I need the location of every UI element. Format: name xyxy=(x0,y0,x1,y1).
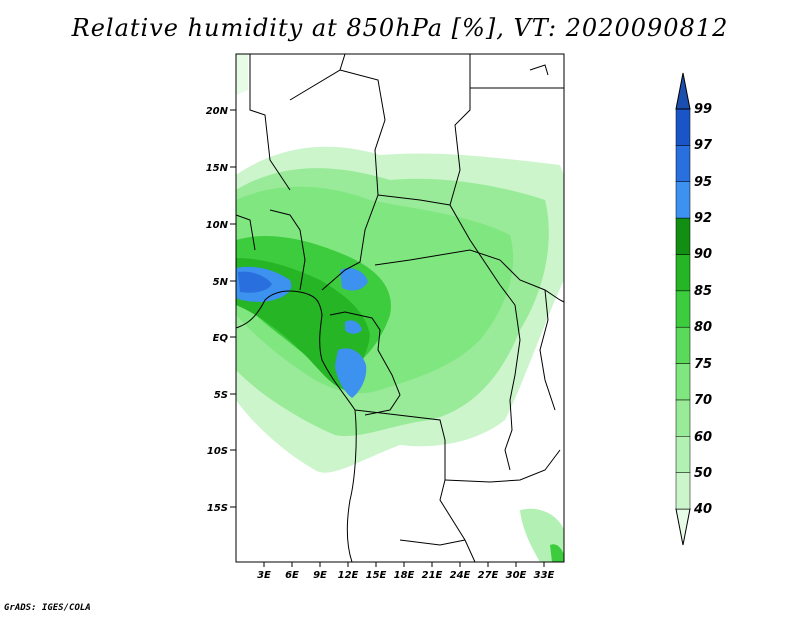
colorbar xyxy=(675,72,691,546)
grads-credit: GrADS: IGES/COLA xyxy=(4,603,91,613)
lon-label: 15E xyxy=(366,570,387,581)
colorbar-swatch xyxy=(675,326,691,364)
country-borders xyxy=(235,53,565,563)
colorbar-label: 90 xyxy=(694,247,712,262)
lon-label: 6E xyxy=(285,570,299,581)
lat-label: 5S xyxy=(214,390,228,401)
colorbar-label: 99 xyxy=(694,102,712,117)
lat-label: 20N xyxy=(206,106,229,117)
lat-label: 15S xyxy=(207,503,228,514)
colorbar-swatch xyxy=(675,254,691,292)
colorbar-swatch xyxy=(675,436,691,473)
lon-label: 9E xyxy=(313,570,327,581)
colorbar-label: 70 xyxy=(694,393,712,408)
colorbar-swatch xyxy=(675,472,691,510)
colorbar-swatch xyxy=(675,72,691,110)
lat-label: 10N xyxy=(206,220,229,231)
lat-label: 10S xyxy=(207,446,228,457)
colorbar-label: 75 xyxy=(694,357,712,372)
map-panel: 20N 15N 10N 5N EQ 5S 10S 15S 3E 6E 9E 12… xyxy=(206,53,565,581)
colorbar-swatch xyxy=(675,108,691,146)
lon-label: 30E xyxy=(506,570,527,581)
colorbar-swatch xyxy=(675,363,691,401)
lon-label: 18E xyxy=(394,570,415,581)
humidity-field xyxy=(236,54,564,562)
colorbar-swatch xyxy=(675,290,691,328)
colorbar-label: 80 xyxy=(694,320,712,335)
lon-label: 21E xyxy=(422,570,443,581)
colorbar-swatch xyxy=(675,181,691,219)
colorbar-swatch xyxy=(675,399,691,437)
lat-label: EQ xyxy=(213,333,229,344)
lon-label: 33E xyxy=(534,570,555,581)
colorbar-label: 60 xyxy=(694,430,712,445)
lon-label: 24E xyxy=(450,570,471,581)
colorbar-label: 97 xyxy=(694,138,713,153)
map-title: Relative humidity at 850hPa [%], VT: 202… xyxy=(71,14,729,42)
latitude-axis xyxy=(230,109,236,508)
longitude-axis xyxy=(263,562,545,567)
colorbar-label: 92 xyxy=(694,211,712,226)
lon-label: 3E xyxy=(257,570,271,581)
colorbar-swatch xyxy=(675,217,691,255)
lon-label: 12E xyxy=(338,570,359,581)
colorbar-label: 50 xyxy=(694,466,712,481)
lat-label: 5N xyxy=(213,277,229,288)
lat-label: 15N xyxy=(206,163,229,174)
colorbar-label: 85 xyxy=(694,284,712,299)
lon-label: 27E xyxy=(478,570,499,581)
colorbar-swatch xyxy=(675,145,691,182)
colorbar-swatch xyxy=(675,508,691,546)
colorbar-label: 40 xyxy=(693,502,712,517)
colorbar-label: 95 xyxy=(694,175,712,190)
